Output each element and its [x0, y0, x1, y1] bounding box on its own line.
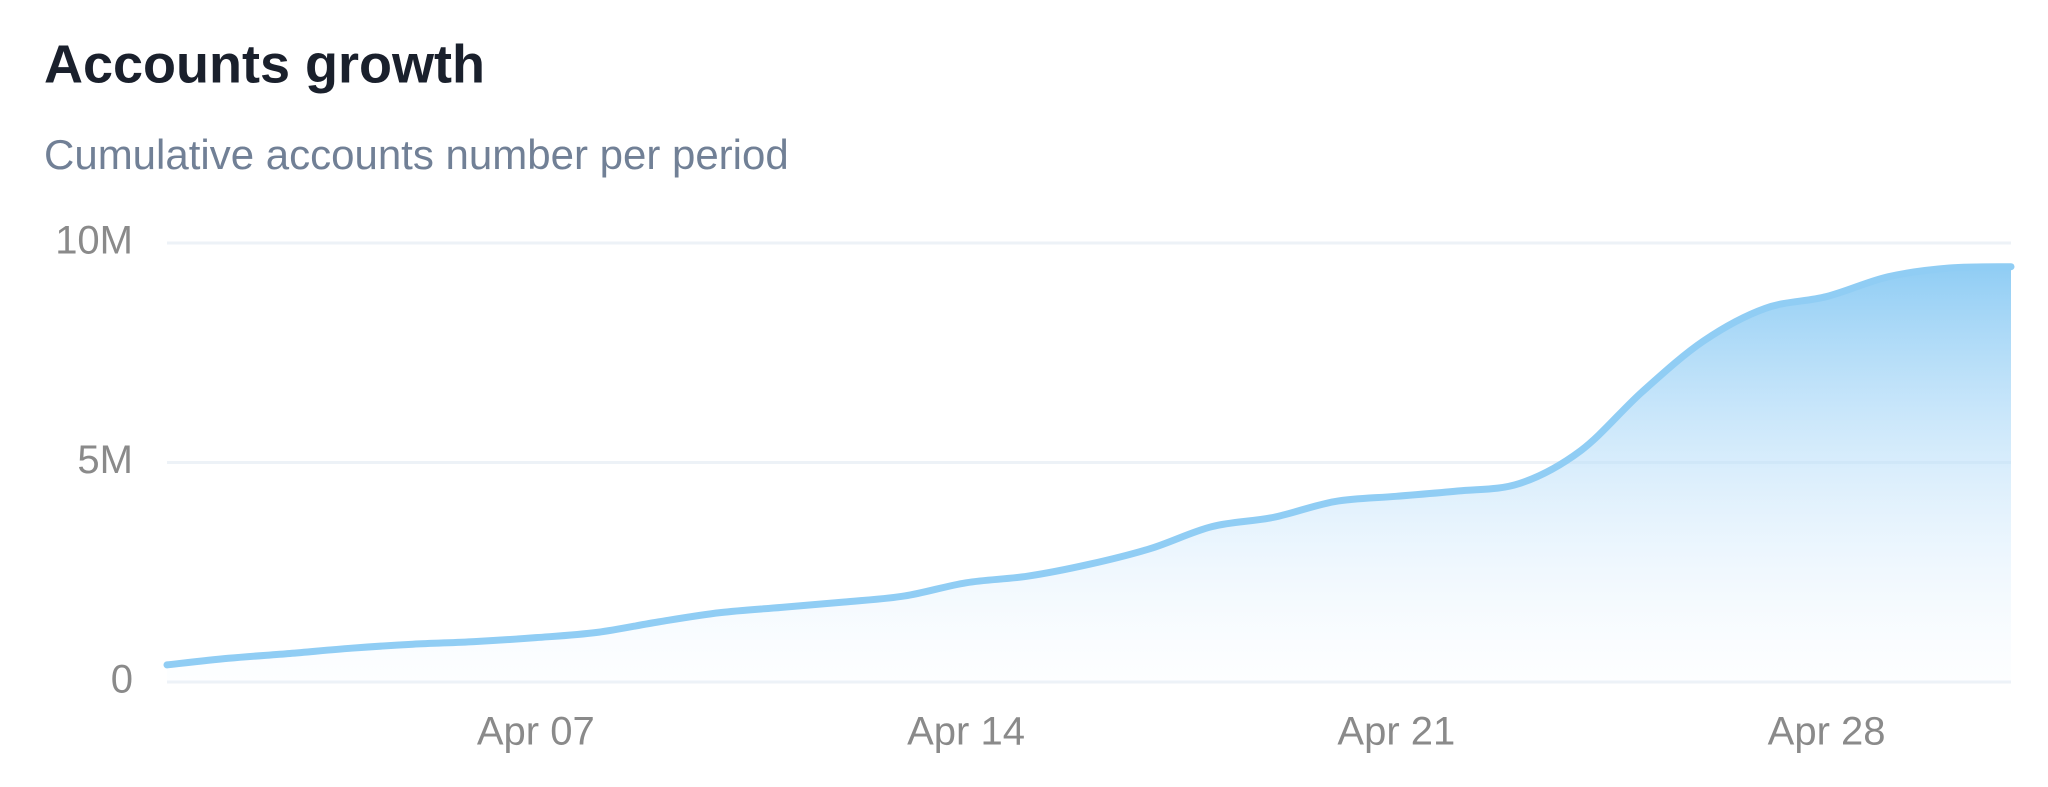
area-fill [167, 266, 2011, 682]
x-tick-label: Apr 21 [1337, 710, 1455, 754]
chart-subtitle: Cumulative accounts number per period [44, 131, 789, 178]
x-tick-label: Apr 14 [907, 710, 1025, 754]
area-line [163, 263, 2015, 669]
x-tick-label: Apr 07 [477, 710, 595, 754]
chart-title: Accounts growth [44, 34, 485, 94]
x-tick-label: Apr 28 [1768, 710, 1886, 754]
y-tick-label: 5M [77, 438, 133, 482]
y-tick-label: 0 [111, 658, 133, 702]
y-tick-label: 10M [55, 219, 133, 263]
